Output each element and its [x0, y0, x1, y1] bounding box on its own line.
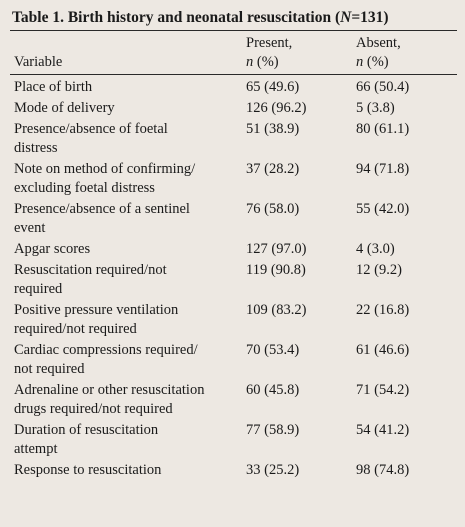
data-table: Present, Absent, Variable n (%) n (%) Pl… [10, 31, 457, 482]
present-cell: 126 (96.2) [246, 100, 307, 116]
present-cell: 77 (58.9) [246, 422, 300, 438]
header-present-line2: n (%) [242, 53, 352, 74]
variable-line: not required [14, 361, 85, 377]
variable-line: distress [14, 140, 58, 156]
variable-cell: Resuscitation required/not required [10, 261, 242, 301]
absent-cell: 12 (9.2) [356, 262, 402, 278]
variable-cell: Presence/absence of foetal distress [10, 120, 242, 160]
variable-cell: Cardiac compressions required/not requir… [10, 341, 242, 381]
table-row: Note on method of confirming/excluding f… [10, 160, 457, 200]
variable-line: Mode of delivery [14, 100, 115, 116]
table-row: Presence/absence of foetal distress 51 (38… [10, 120, 457, 160]
variable-line: Cardiac compressions required/ [14, 342, 198, 358]
variable-line: Resuscitation required/not [14, 262, 167, 278]
table-row: Duration of resuscitation attempt 77 (58.9… [10, 421, 457, 461]
absent-cell: 61 (46.6) [356, 342, 410, 358]
absent-cell: 5 (3.8) [356, 100, 395, 116]
variable-cell: Note on method of confirming/excluding f… [10, 160, 242, 200]
absent-cell: 66 (50.4) [356, 79, 410, 95]
header-absent-line1: Absent, [356, 35, 401, 51]
variable-cell: Adrenaline or other resuscitation drugs r… [10, 381, 242, 421]
header-present-n: n [246, 54, 254, 70]
top-rule [10, 30, 457, 31]
present-cell: 37 (28.2) [246, 161, 300, 177]
table-row: Response to resuscitation 33 (25.2) 98 (74… [10, 461, 457, 482]
present-cell: 51 (38.9) [246, 121, 300, 137]
variable-line: Presence/absence of foetal [14, 121, 168, 137]
caption-n-value: =131) [351, 9, 389, 26]
table-header: Present, Absent, Variable n (%) n (%) [10, 31, 457, 75]
variable-line: Positive pressure ventilation [14, 302, 179, 318]
header-rule [10, 74, 457, 75]
table-row: Presence/absence of a sentinel event 76 (5… [10, 200, 457, 240]
present-cell: 76 (58.0) [246, 201, 300, 217]
absent-cell: 55 (42.0) [356, 201, 410, 217]
variable-cell: Place of birth [10, 75, 242, 99]
absent-cell: 4 (3.0) [356, 241, 395, 257]
variable-line: required/not required [14, 321, 137, 337]
header-absent-line2: n (%) [352, 53, 457, 74]
table-row: Apgar scores 127 (97.0) 4 (3.0) [10, 240, 457, 261]
variable-cell: Apgar scores [10, 240, 242, 261]
absent-cell: 22 (16.8) [356, 302, 410, 318]
present-cell: 33 (25.2) [246, 462, 300, 478]
variable-line: required [14, 281, 63, 297]
variable-line: Response to resuscitation [14, 462, 162, 478]
table-row: Mode of delivery 126 (96.2) 5 (3.8) [10, 99, 457, 120]
present-cell: 70 (53.4) [246, 342, 300, 358]
table-row: Cardiac compressions required/not requir… [10, 341, 457, 381]
variable-line: Duration of resuscitation [14, 422, 159, 438]
table-body: Place of birth 65 (49.6) 66 (50.4) Mode of … [10, 75, 457, 482]
variable-line: Apgar scores [14, 241, 91, 257]
header-absent-pct: (%) [363, 54, 389, 70]
variable-cell: Presence/absence of a sentinel event [10, 200, 242, 240]
variable-line: excluding foetal distress [14, 180, 155, 196]
present-cell: 119 (90.8) [246, 262, 306, 278]
variable-cell: Response to resuscitation [10, 461, 242, 482]
variable-cell: Mode of delivery [10, 99, 242, 120]
variable-cell: Duration of resuscitation attempt [10, 421, 242, 461]
present-cell: 127 (97.0) [246, 241, 307, 257]
table-row: Positive pressure ventilation required/no… [10, 301, 457, 341]
variable-line: Adrenaline or other resuscitation [14, 382, 205, 398]
absent-cell: 98 (74.8) [356, 462, 410, 478]
absent-cell: 94 (71.8) [356, 161, 410, 177]
caption-prefix: Table 1. Birth history and neonatal resu… [12, 9, 341, 26]
variable-line: Presence/absence of a sentinel [14, 201, 190, 217]
table-row: Place of birth 65 (49.6) 66 (50.4) [10, 75, 457, 99]
variable-line: event [14, 220, 46, 236]
absent-cell: 54 (41.2) [356, 422, 410, 438]
header-variable-spacer [10, 31, 242, 53]
absent-cell: 71 (54.2) [356, 382, 410, 398]
table-row: Resuscitation required/not required 119 (9… [10, 261, 457, 301]
absent-cell: 80 (61.1) [356, 121, 410, 137]
present-cell: 109 (83.2) [246, 302, 307, 318]
caption-n-symbol: N [340, 9, 352, 26]
variable-line: attempt [14, 441, 58, 457]
variable-line: Place of birth [14, 79, 93, 95]
present-cell: 65 (49.6) [246, 79, 300, 95]
header-absent-n: n [356, 54, 364, 70]
header-variable: Variable [14, 54, 63, 70]
header-present-pct: (%) [253, 54, 279, 70]
variable-line: drugs required/not required [14, 401, 173, 417]
variable-line: Note on method of confirming/ [14, 161, 196, 177]
variable-cell: Positive pressure ventilation required/no… [10, 301, 242, 341]
table-caption: Table 1. Birth history and neonatal resu… [10, 8, 457, 28]
header-present-line1: Present, [246, 35, 293, 51]
present-cell: 60 (45.8) [246, 382, 300, 398]
table-row: Adrenaline or other resuscitation drugs r… [10, 381, 457, 421]
